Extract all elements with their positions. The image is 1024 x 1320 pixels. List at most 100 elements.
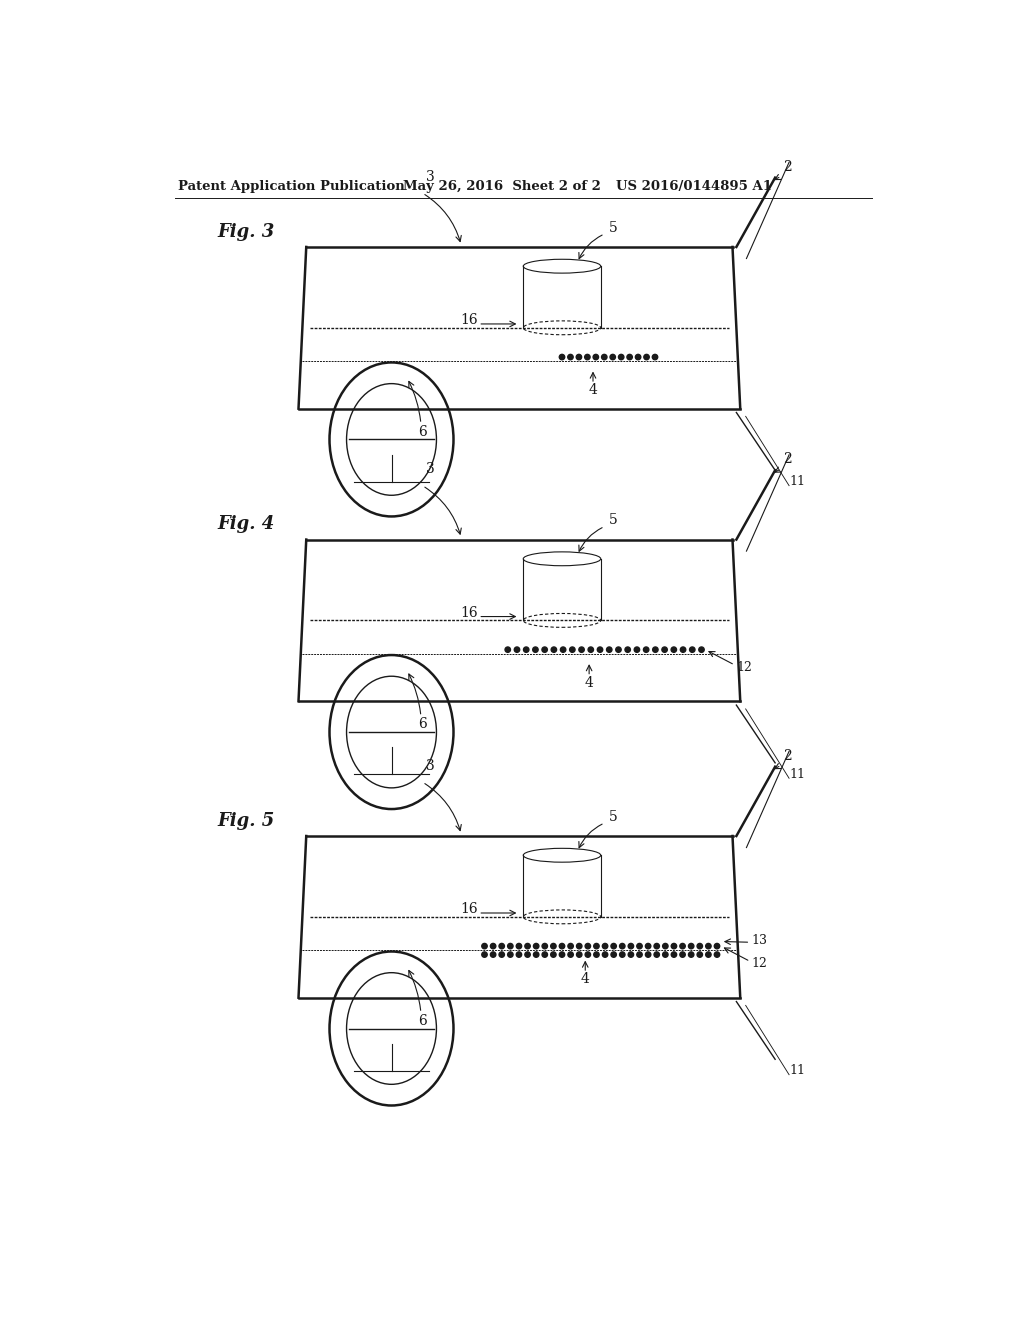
Text: Fig. 5: Fig. 5 [217, 812, 274, 829]
Circle shape [680, 944, 685, 949]
Circle shape [559, 952, 564, 957]
Circle shape [643, 647, 649, 652]
Circle shape [594, 952, 599, 957]
Circle shape [715, 944, 720, 949]
Circle shape [551, 952, 556, 957]
Text: 5: 5 [608, 809, 617, 824]
Text: 12: 12 [736, 661, 753, 675]
Text: 6: 6 [418, 425, 427, 438]
Text: 2: 2 [783, 453, 792, 466]
Circle shape [671, 647, 677, 652]
Text: 6: 6 [418, 717, 427, 731]
Circle shape [715, 952, 720, 957]
Circle shape [551, 647, 557, 652]
Circle shape [588, 647, 594, 652]
Circle shape [525, 952, 530, 957]
Circle shape [697, 944, 702, 949]
Text: 3: 3 [426, 170, 434, 183]
Circle shape [654, 952, 659, 957]
Circle shape [671, 952, 677, 957]
Circle shape [680, 952, 685, 957]
Circle shape [644, 354, 649, 360]
Text: Fig. 3: Fig. 3 [217, 223, 274, 240]
Circle shape [542, 944, 548, 949]
Circle shape [662, 647, 668, 652]
Circle shape [585, 944, 591, 949]
Circle shape [579, 647, 585, 652]
Circle shape [567, 354, 573, 360]
Circle shape [680, 647, 686, 652]
Circle shape [652, 647, 658, 652]
Text: US 2016/0144895 A1: US 2016/0144895 A1 [616, 181, 772, 194]
Circle shape [688, 952, 694, 957]
Circle shape [585, 952, 591, 957]
Circle shape [481, 944, 487, 949]
Circle shape [620, 944, 625, 949]
Circle shape [654, 944, 659, 949]
Circle shape [516, 944, 521, 949]
Circle shape [697, 952, 702, 957]
Text: Fig. 4: Fig. 4 [217, 515, 274, 533]
Circle shape [514, 647, 520, 652]
Circle shape [628, 952, 634, 957]
Circle shape [628, 944, 634, 949]
Circle shape [542, 647, 548, 652]
Circle shape [523, 647, 529, 652]
Circle shape [634, 647, 640, 652]
Text: 2: 2 [783, 160, 792, 174]
Circle shape [618, 354, 624, 360]
Text: 4: 4 [589, 383, 597, 397]
Circle shape [625, 647, 631, 652]
Circle shape [610, 354, 615, 360]
Circle shape [569, 647, 575, 652]
Circle shape [490, 952, 496, 957]
Circle shape [611, 952, 616, 957]
Circle shape [615, 647, 622, 652]
Circle shape [559, 354, 564, 360]
Circle shape [559, 944, 564, 949]
Text: 13: 13 [752, 935, 768, 948]
Circle shape [611, 944, 616, 949]
Circle shape [551, 944, 556, 949]
Circle shape [635, 354, 641, 360]
Circle shape [560, 647, 566, 652]
Circle shape [532, 647, 539, 652]
Circle shape [481, 952, 487, 957]
Text: 16: 16 [460, 313, 478, 327]
Text: 12: 12 [752, 957, 768, 970]
Circle shape [516, 952, 521, 957]
Circle shape [663, 952, 668, 957]
Text: 6: 6 [418, 1014, 427, 1028]
Circle shape [645, 952, 651, 957]
Circle shape [525, 944, 530, 949]
Circle shape [620, 952, 625, 957]
Circle shape [508, 952, 513, 957]
Circle shape [593, 354, 599, 360]
Circle shape [601, 354, 607, 360]
Circle shape [627, 354, 633, 360]
Circle shape [663, 944, 668, 949]
Circle shape [597, 647, 603, 652]
Circle shape [645, 944, 651, 949]
Circle shape [602, 944, 608, 949]
Text: 3: 3 [426, 759, 434, 774]
Circle shape [602, 952, 608, 957]
Circle shape [689, 647, 695, 652]
Circle shape [490, 944, 496, 949]
Text: 5: 5 [608, 513, 617, 527]
Text: 3: 3 [426, 462, 434, 477]
Text: 4: 4 [581, 973, 590, 986]
Text: 16: 16 [460, 902, 478, 916]
Text: 11: 11 [790, 768, 805, 781]
Circle shape [577, 944, 582, 949]
Circle shape [577, 952, 582, 957]
Circle shape [706, 952, 711, 957]
Circle shape [606, 647, 612, 652]
Circle shape [637, 944, 642, 949]
Text: 5: 5 [608, 220, 617, 235]
Circle shape [568, 944, 573, 949]
Circle shape [508, 944, 513, 949]
Circle shape [594, 944, 599, 949]
Circle shape [706, 944, 711, 949]
Text: Patent Application Publication: Patent Application Publication [178, 181, 406, 194]
